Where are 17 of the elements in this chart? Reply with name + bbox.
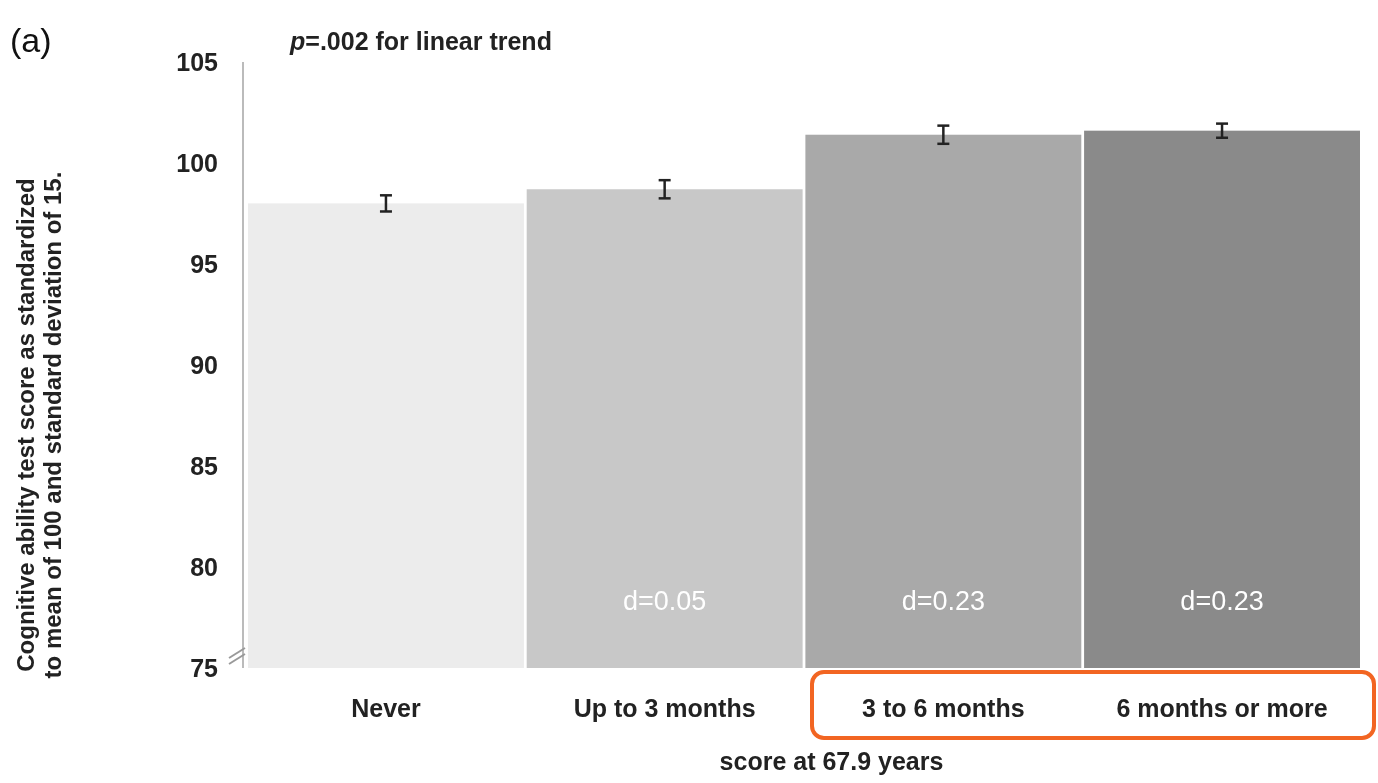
y-tick-label: 90 [190, 350, 218, 379]
y-axis-title: Cognitive ability test score as standardized to mean of 100 and standard deviation of 15. [12, 171, 66, 679]
x-tick-label: Never [351, 694, 421, 722]
x-tick-label: Up to 3 months [573, 694, 756, 722]
y-tick-label: 75 [190, 653, 219, 682]
y-tick-label: 80 [190, 552, 218, 581]
chart-title: (a) [10, 21, 52, 59]
x-tick-label: 3 to 6 months [862, 694, 1025, 722]
y-tick-label: 105 [176, 47, 219, 76]
y-tick-label: 85 [190, 451, 219, 480]
y-tick-label: 95 [190, 249, 219, 278]
annotation: d=0.23 [1180, 586, 1264, 616]
annotation: d=0.23 [901, 586, 986, 616]
text: p=.002 for linear trend [289, 27, 552, 55]
x-tick-label: 6 months or more [1116, 694, 1328, 722]
x-axis-title: score at 67.9 years [719, 747, 944, 775]
y-tick-label: 100 [176, 148, 218, 177]
